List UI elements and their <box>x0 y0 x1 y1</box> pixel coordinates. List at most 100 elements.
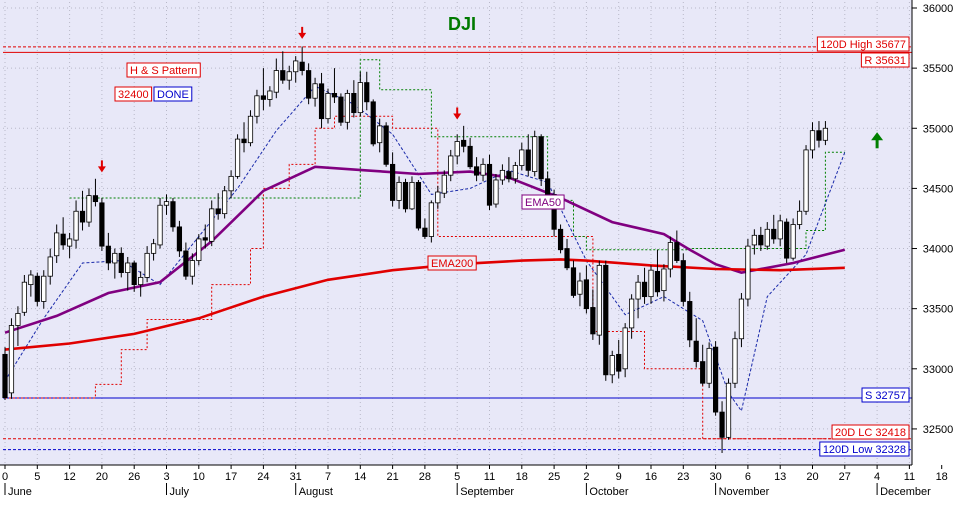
candle <box>409 176 415 211</box>
candle <box>609 350 615 384</box>
candle <box>532 130 538 177</box>
candle-body <box>667 242 673 270</box>
candle <box>241 122 247 153</box>
x-tick-label: 5 <box>454 471 460 483</box>
level-label-text: 120D Low 32328 <box>823 444 906 456</box>
x-tick-label: 24 <box>257 471 269 483</box>
candle <box>112 248 118 279</box>
month-label: June <box>8 486 32 498</box>
candle-body <box>286 71 292 81</box>
candle <box>473 157 480 182</box>
candle-body <box>473 166 480 176</box>
x-tick-label: 20 <box>96 471 108 483</box>
hs-pattern-label: H & S Pattern <box>126 62 201 78</box>
arrow-head <box>871 132 884 141</box>
candle-body <box>157 204 163 246</box>
candle-body <box>764 228 770 247</box>
candle-body <box>105 245 111 264</box>
candle <box>254 89 260 124</box>
candle-body <box>616 353 622 372</box>
y-tick-label: 34500 <box>923 183 954 195</box>
candle <box>557 224 564 254</box>
candle <box>15 306 21 346</box>
x-tick-label: 18 <box>516 471 528 483</box>
candle <box>758 226 764 251</box>
candle-body <box>422 227 428 237</box>
candle-body <box>700 361 706 384</box>
month-label: November <box>719 486 770 498</box>
y-axis-panel <box>912 0 966 507</box>
candle-body <box>118 252 124 273</box>
x-tick-label: 23 <box>677 471 689 483</box>
candle-body <box>480 163 486 176</box>
candle-body <box>745 245 751 300</box>
candle-body <box>809 130 816 151</box>
ema50-line <box>4 165 846 334</box>
candle <box>189 253 195 285</box>
candle-body <box>448 155 454 176</box>
candle <box>570 260 577 298</box>
level-label: 120D High 35677 <box>816 36 910 52</box>
candle <box>506 157 512 183</box>
candle-body <box>150 243 157 254</box>
candle-body <box>635 281 641 300</box>
candle-body <box>241 138 247 144</box>
candle <box>86 188 92 227</box>
candle-body <box>461 139 467 147</box>
candle <box>34 272 40 307</box>
x-tick-label: 5 <box>34 471 40 483</box>
candle <box>635 274 641 319</box>
candle <box>538 134 544 186</box>
candle-body <box>364 82 370 103</box>
candle <box>344 89 350 130</box>
candle-body <box>163 201 170 206</box>
x-tick-label: 27 <box>839 471 851 483</box>
candle <box>383 122 389 167</box>
candle <box>267 86 273 107</box>
candle <box>157 198 163 249</box>
candle-body <box>280 70 286 81</box>
candle-body <box>389 163 396 201</box>
candle <box>480 158 486 182</box>
candle <box>745 238 751 307</box>
candle-body <box>822 127 829 141</box>
candle <box>125 256 131 291</box>
level-label-text: R 35631 <box>864 55 906 67</box>
candle <box>331 68 338 104</box>
candle-body <box>125 262 131 273</box>
candle <box>693 318 699 368</box>
x-tick-label: 26 <box>128 471 140 483</box>
month-label: September <box>460 486 514 498</box>
ema50-label-text: EMA50 <box>525 197 561 209</box>
arrow-head <box>97 166 106 173</box>
candle <box>41 270 47 309</box>
candle <box>771 214 777 244</box>
candle-body <box>138 276 144 286</box>
candle-body <box>784 221 790 259</box>
candle <box>667 236 673 278</box>
candle <box>719 401 725 453</box>
candle <box>816 121 822 148</box>
level-label: 120D Low 32328 <box>819 441 910 457</box>
candle <box>47 248 53 285</box>
candle-body <box>41 275 47 302</box>
candle <box>629 294 635 339</box>
candle <box>54 224 60 263</box>
candle-body <box>590 307 596 335</box>
target-value-label-box <box>114 86 153 102</box>
candle-body <box>570 267 577 296</box>
y-tick-label: 32500 <box>923 424 954 436</box>
candle-body <box>771 228 777 240</box>
candle-body <box>622 327 628 370</box>
candle-body <box>738 298 745 340</box>
candle-body <box>467 145 473 168</box>
candle-body <box>183 250 189 277</box>
candle-body <box>344 92 350 123</box>
candle <box>357 71 363 117</box>
candle <box>8 318 15 399</box>
candle <box>144 246 150 283</box>
candle <box>105 232 111 271</box>
candle <box>150 238 157 261</box>
candle-body <box>215 208 221 215</box>
